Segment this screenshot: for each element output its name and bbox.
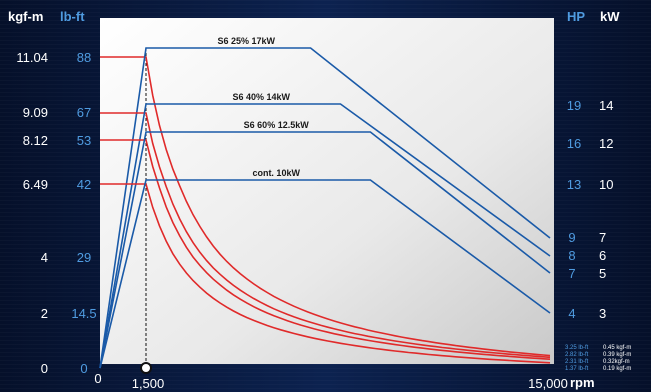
series-label: S6 40% 14kW [233, 92, 291, 102]
series-labels: S6 25% 17kW S6 40% 14kW S6 60% 12.5kW cont.… [218, 36, 310, 178]
hp-tick: 16 [567, 136, 581, 151]
kw-tick: 7 [599, 230, 606, 245]
kw-tick: 14 [599, 98, 613, 113]
series-label: S6 25% 17kW [218, 36, 276, 46]
end-torque-labels: 3.25 lb-ft 0.45 kgf-m 2.82 lb-ft 0.39 kg… [565, 345, 631, 372]
kgfm-tick: 11.04 [16, 50, 48, 65]
kw-tick: 6 [599, 248, 606, 263]
x-tick-max: 15,000 [528, 376, 568, 391]
header-kgfm: kgf-m [8, 9, 43, 24]
kgfm-tick: 8.12 [23, 133, 48, 148]
lbft-tick: 14.5 [71, 306, 96, 321]
end-label-kgfm: 0.19 kgf-m [603, 366, 631, 372]
kw-tick: 10 [599, 177, 613, 192]
power-axis: 19 14 16 12 13 10 9 7 8 6 7 5 4 3 [567, 98, 614, 321]
hp-tick: 9 [568, 230, 575, 245]
series-label: S6 60% 12.5kW [244, 120, 310, 130]
hp-tick: 8 [568, 248, 575, 263]
end-label-kgfm: 0.32kgf-m [603, 359, 630, 365]
hp-tick: 7 [568, 266, 575, 281]
end-label-lbft: 3.25 lb-ft [565, 345, 589, 351]
kw-tick: 12 [599, 136, 613, 151]
lbft-tick: 88 [77, 50, 91, 65]
curves [99, 47, 551, 374]
kgfm-tick: 2 [41, 306, 48, 321]
power-curve [99, 47, 551, 369]
lbft-tick: 53 [77, 133, 91, 148]
x-tick-zero: 0 [94, 371, 101, 386]
torque-curve [100, 56, 551, 357]
end-label-lbft: 2.82 lb-ft [565, 352, 589, 358]
end-label-lbft: 1.37 lb-ft [565, 366, 589, 372]
hp-tick: 13 [567, 177, 581, 192]
power-curve [99, 131, 551, 369]
x-axis: 0 1,500 15,000 rpm [94, 371, 594, 391]
hp-tick: 4 [568, 306, 575, 321]
series-label: cont. 10kW [252, 168, 300, 178]
end-label-lbft: 2.31 lb-ft [565, 359, 589, 365]
kgfm-tick: 0 [41, 361, 48, 376]
kw-tick: 5 [599, 266, 606, 281]
kgfm-tick: 4 [41, 250, 48, 265]
x-unit: rpm [570, 375, 595, 390]
lbft-tick: 67 [77, 105, 91, 120]
lbft-tick: 42 [77, 177, 91, 192]
kgfm-tick: 9.09 [23, 105, 48, 120]
kgfm-tick: 6.49 [23, 177, 48, 192]
torque-axis: 11.04 88 9.09 67 8.12 53 6.49 42 4 29 2 … [16, 50, 96, 376]
header-hp: HP [567, 9, 585, 24]
plot-area [100, 18, 554, 364]
hp-tick: 19 [567, 98, 581, 113]
power-curve [99, 103, 551, 369]
lbft-tick: 29 [77, 250, 91, 265]
header-kw: kW [600, 9, 620, 24]
torque-curve [100, 183, 551, 364]
kw-tick: 3 [599, 306, 606, 321]
base-speed-marker [140, 362, 152, 374]
header-lbft: lb-ft [60, 9, 85, 24]
x-tick-base: 1,500 [132, 376, 165, 391]
torque-curve [100, 112, 551, 359]
end-label-kgfm: 0.39 kgf-m [603, 352, 631, 358]
lbft-tick: 0 [80, 361, 87, 376]
power-curve [99, 179, 551, 369]
end-label-kgfm: 0.45 kgf-m [603, 345, 631, 351]
torque-curve [100, 139, 551, 360]
